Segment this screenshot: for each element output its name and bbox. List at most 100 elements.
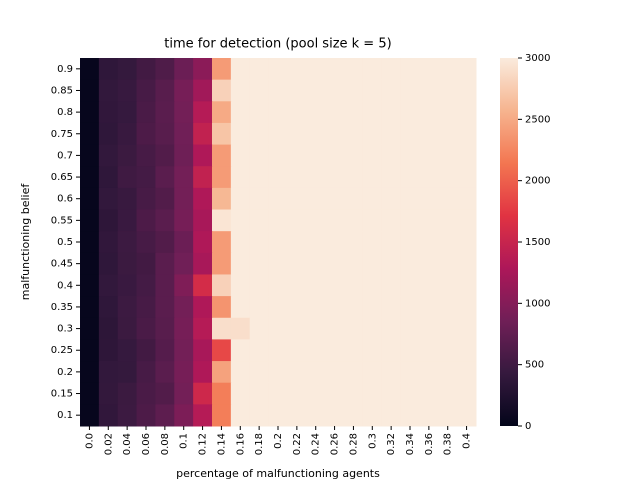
heat-cell bbox=[174, 274, 194, 297]
heat-cell bbox=[230, 58, 251, 81]
heat-cell bbox=[381, 79, 402, 102]
heat-cell bbox=[136, 231, 156, 254]
heat-cell bbox=[325, 274, 345, 297]
heat-cell bbox=[287, 274, 307, 297]
heat-cell bbox=[249, 231, 270, 254]
heat-cell bbox=[193, 58, 213, 81]
heat-cell bbox=[325, 101, 345, 124]
heat-cell bbox=[80, 231, 100, 254]
heat-cell bbox=[117, 317, 138, 340]
heat-cell bbox=[117, 79, 138, 102]
y-tick-label: 0.7 bbox=[57, 150, 73, 161]
x-tick-label: 0.04 bbox=[122, 433, 133, 455]
heat-cell bbox=[325, 339, 345, 362]
heat-cell bbox=[381, 122, 402, 146]
heat-cell bbox=[325, 296, 345, 319]
heat-cell bbox=[268, 317, 288, 340]
heat-cell bbox=[362, 252, 383, 275]
heat-cell bbox=[306, 144, 326, 167]
heat-cell bbox=[381, 361, 402, 384]
heat-cell bbox=[174, 209, 194, 232]
heat-cell bbox=[268, 166, 288, 189]
heat-cell bbox=[438, 209, 458, 232]
heat-cell bbox=[212, 166, 232, 189]
heat-cell bbox=[136, 209, 156, 232]
heat-cell bbox=[344, 166, 364, 189]
heat-cell bbox=[325, 317, 345, 340]
heat-cell bbox=[155, 404, 175, 427]
x-tick-label: 0.34 bbox=[405, 433, 416, 455]
heat-cell bbox=[344, 404, 364, 427]
heat-cell bbox=[212, 187, 232, 211]
heat-cell bbox=[80, 361, 100, 384]
heat-cell bbox=[155, 382, 175, 405]
heat-cell bbox=[362, 339, 383, 362]
heat-cell bbox=[230, 231, 251, 254]
y-tick-label: 0.8 bbox=[57, 107, 73, 118]
heat-cell bbox=[419, 404, 439, 427]
heat-cell bbox=[381, 144, 402, 167]
heat-cell bbox=[174, 382, 194, 405]
heat-cell bbox=[362, 361, 383, 384]
heat-cell bbox=[325, 382, 345, 405]
heat-cell bbox=[419, 317, 439, 340]
x-tick-label: 0.14 bbox=[216, 433, 227, 455]
heat-cell bbox=[268, 339, 288, 362]
heat-cell bbox=[98, 166, 119, 189]
heat-cell bbox=[249, 144, 270, 167]
heat-cell bbox=[400, 274, 420, 297]
heat-cell bbox=[287, 382, 307, 405]
heat-cell bbox=[306, 166, 326, 189]
x-tick-label: 0.22 bbox=[292, 433, 303, 455]
heat-cell bbox=[457, 101, 477, 124]
heat-cell bbox=[438, 274, 458, 297]
x-tick-label: 0.4 bbox=[462, 433, 473, 449]
heat-cell bbox=[193, 79, 213, 102]
heat-cell bbox=[80, 209, 100, 232]
heat-cell bbox=[98, 404, 119, 427]
heat-cell bbox=[287, 404, 307, 427]
heat-cell bbox=[287, 58, 307, 81]
heat-cell bbox=[344, 209, 364, 232]
heat-cell bbox=[117, 361, 138, 384]
heat-cell bbox=[80, 252, 100, 275]
heat-cell bbox=[457, 361, 477, 384]
heat-cell bbox=[438, 101, 458, 124]
heat-cell bbox=[306, 252, 326, 275]
heat-cell bbox=[193, 382, 213, 405]
heat-cell bbox=[381, 209, 402, 232]
heat-cell bbox=[438, 317, 458, 340]
heat-cell bbox=[174, 252, 194, 275]
y-tick-label: 0.35 bbox=[51, 302, 73, 313]
heat-cell bbox=[174, 58, 194, 81]
heat-cell bbox=[325, 122, 345, 146]
heat-cell bbox=[362, 404, 383, 427]
heat-cell bbox=[381, 101, 402, 124]
x-tick-label: 0.3 bbox=[367, 433, 378, 449]
heat-cell bbox=[155, 317, 175, 340]
heat-cell bbox=[117, 274, 138, 297]
heat-cell bbox=[155, 166, 175, 189]
heat-cell bbox=[400, 101, 420, 124]
heat-cell bbox=[98, 231, 119, 254]
x-tick-label: 0.2 bbox=[273, 433, 284, 449]
x-tick-label: 0.28 bbox=[348, 433, 359, 455]
heat-cell bbox=[344, 79, 364, 102]
heat-cell bbox=[362, 274, 383, 297]
heat-cell bbox=[174, 166, 194, 189]
heat-cell bbox=[400, 122, 420, 146]
heat-cell bbox=[419, 79, 439, 102]
heat-cell bbox=[174, 296, 194, 319]
heat-cell bbox=[230, 252, 251, 275]
heat-cell bbox=[212, 361, 232, 384]
heat-cell bbox=[98, 317, 119, 340]
heat-cell bbox=[136, 58, 156, 81]
heat-cell bbox=[98, 101, 119, 124]
x-tick-label: 0.08 bbox=[160, 433, 171, 455]
heat-cell bbox=[80, 101, 100, 124]
heat-cell bbox=[344, 339, 364, 362]
heat-cell bbox=[457, 252, 477, 275]
heat-cell bbox=[98, 296, 119, 319]
heat-cell bbox=[249, 209, 270, 232]
